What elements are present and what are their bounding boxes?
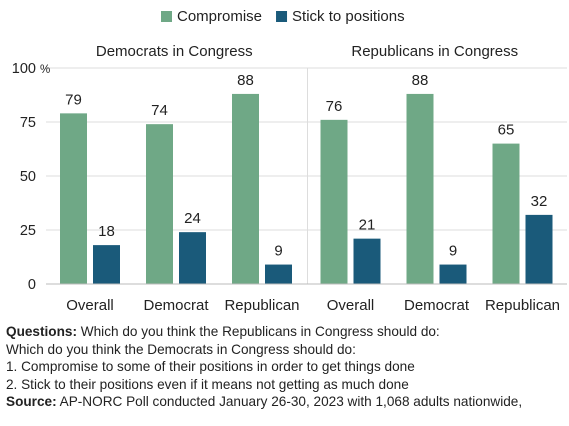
questions-label: Questions: (6, 324, 77, 339)
y-unit-label: % (40, 64, 50, 76)
data-label-p1-democrat-compromise: 74 (151, 102, 168, 119)
y-tick-label-25: 25 (20, 223, 36, 239)
x-tick-label-p2-overall: Overall (327, 297, 375, 314)
x-tick-label-p2-republican: Republican (485, 297, 560, 314)
x-tick-label-p1-republican: Republican (224, 297, 299, 314)
panel-title-1: Democrats in Congress (96, 43, 253, 60)
source-line: Source: AP-NORC Poll conducted January 2… (6, 393, 566, 411)
data-label-p2-overall-compromise: 76 (326, 98, 343, 115)
data-label-p1-overall-compromise: 79 (65, 91, 82, 108)
data-label-p2-overall-stick-to-positions: 21 (359, 217, 376, 234)
bar-chart: Compromise Stick to positions 0 25 50 75 100 % D… (12, 8, 567, 314)
data-label-p2-democrat-compromise: 88 (412, 72, 429, 89)
bar-p1-overall-stick-to-positions (93, 245, 120, 284)
data-label-p1-republican-stick-to-positions: 9 (274, 243, 282, 260)
bar-p2-overall-compromise (320, 119, 348, 284)
source-text: AP-NORC Poll conducted January 26-30, 20… (56, 394, 523, 410)
bar-p1-overall-compromise (60, 113, 87, 284)
questions-line-2: Which do you think the Democrats in Cong… (6, 341, 356, 357)
bar-p1-republican-stick-to-positions (265, 264, 292, 284)
bar-p2-republican-stick-to-positions (525, 214, 553, 284)
y-tick-label-50: 50 (20, 169, 36, 185)
y-tick-label-100: 100 (12, 61, 36, 77)
questions-text-1: Which do you think the Republicans in Co… (77, 324, 440, 339)
x-tick-label-p1-democrat: Democrat (143, 297, 209, 314)
panel-title-2: Republicans in Congress (351, 43, 518, 60)
chart-notes: Questions: Which do you think the Republ… (6, 323, 566, 411)
bar-p1-democrat-stick-to-positions (179, 232, 206, 284)
bar-p2-overall-stick-to-positions (353, 238, 381, 284)
legend-swatch-compromise (161, 11, 172, 22)
bar-p2-democrat-stick-to-positions (439, 264, 467, 284)
legend-label-compromise: Compromise (177, 8, 262, 25)
option-1-text: 1. Compromise to some of their positions… (6, 359, 415, 375)
legend-label-stick-to-positions: Stick to positions (292, 8, 405, 25)
data-label-p1-republican-compromise: 88 (237, 72, 254, 89)
data-label-p1-overall-stick-to-positions: 18 (98, 223, 115, 240)
data-label-p2-republican-compromise: 65 (498, 122, 515, 139)
bar-p1-democrat-compromise (146, 124, 173, 284)
data-label-p2-democrat-stick-to-positions: 9 (449, 243, 457, 260)
data-label-p1-democrat-stick-to-positions: 24 (184, 210, 201, 227)
y-tick-label-75: 75 (20, 115, 36, 131)
data-label-p2-republican-stick-to-positions: 32 (531, 193, 548, 210)
y-tick-label-0: 0 (28, 277, 36, 293)
x-tick-label-p1-overall: Overall (66, 297, 114, 314)
bar-p2-republican-compromise (492, 143, 520, 284)
x-tick-label-p2-democrat: Democrat (404, 297, 470, 314)
bar-p2-democrat-compromise (406, 93, 434, 284)
bar-p1-republican-compromise (232, 93, 259, 284)
questions-line-1: Questions: Which do you think the Republ… (6, 323, 566, 341)
legend-swatch-stick-to-positions (276, 11, 288, 22)
option-2-text: 2. Stick to their positions even if it m… (6, 376, 409, 392)
source-label: Source: (6, 394, 57, 410)
